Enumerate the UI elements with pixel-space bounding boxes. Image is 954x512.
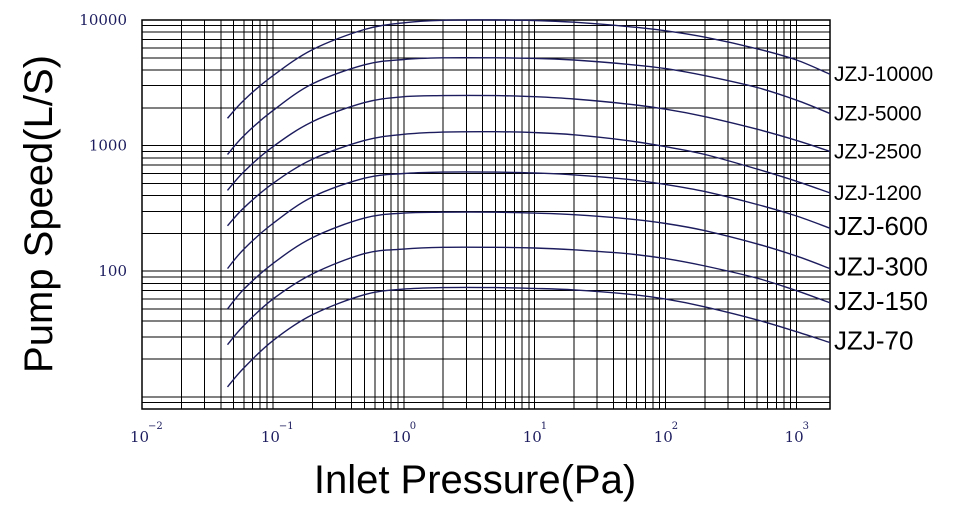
series-line-jzj-10000 <box>226 19 831 119</box>
x-tick-exponent: 1 <box>541 421 547 432</box>
x-tick-label: 10 <box>523 428 542 446</box>
x-tick-label: 10 <box>130 428 149 446</box>
series-label-jzj-150: JZJ-150 <box>834 286 928 316</box>
y-axis-title: Pump Speed(L/S) <box>17 55 61 373</box>
x-tick-exponent: 2 <box>672 421 678 432</box>
x-tick-exponent: 3 <box>803 421 809 432</box>
series-labels: JZJ-10000 JZJ-5000 JZJ-2500 JZJ-1200 JZJ-600… <box>834 63 933 355</box>
y-tick-label: 1000 <box>89 137 127 155</box>
series-line-jzj-150 <box>226 246 831 346</box>
y-tick-labels: 10000 1000 100 <box>79 11 127 280</box>
series-line-jzj-1200 <box>226 130 831 227</box>
series-line-jzj-5000 <box>226 56 831 155</box>
series-label-jzj-10000: JZJ-10000 <box>834 63 933 86</box>
series-label-jzj-2500: JZJ-2500 <box>834 140 922 163</box>
series-line-jzj-70 <box>226 286 831 388</box>
series-line-jzj-300 <box>226 211 831 310</box>
series-lines <box>226 19 831 388</box>
y-tick-label: 10000 <box>79 11 127 29</box>
series-label-jzj-600: JZJ-600 <box>834 211 928 241</box>
series-line-jzj-2500 <box>226 94 831 191</box>
x-tick-label: 10 <box>392 428 411 446</box>
grid <box>142 20 830 409</box>
series-label-jzj-300: JZJ-300 <box>834 252 928 282</box>
x-tick-exponent: 0 <box>410 421 416 432</box>
series-label-jzj-70: JZJ-70 <box>834 326 913 356</box>
x-axis-title: Inlet Pressure(Pa) <box>314 458 636 502</box>
x-tick-label: 10 <box>261 428 280 446</box>
series-label-jzj-1200: JZJ-1200 <box>834 182 922 205</box>
series-line-jzj-600 <box>226 171 831 270</box>
x-tick-exponent: −2 <box>148 421 163 432</box>
x-tick-exponent: −1 <box>279 421 294 432</box>
plot-frame <box>141 19 831 410</box>
series-label-jzj-5000: JZJ-5000 <box>834 103 922 126</box>
x-tick-label: 10 <box>785 428 804 446</box>
y-tick-label: 100 <box>98 262 127 280</box>
x-tick-label: 10 <box>654 428 673 446</box>
